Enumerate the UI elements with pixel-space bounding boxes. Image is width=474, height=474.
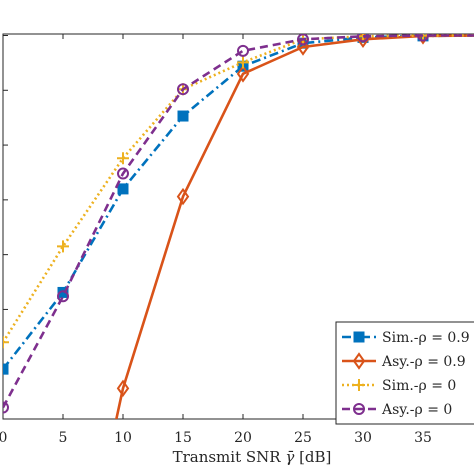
legend-label: Sim.-ρ = 0.9 bbox=[382, 330, 470, 346]
x-axis-label: Transmit SNR γ̄ [dB] bbox=[173, 448, 332, 466]
data-point-circle bbox=[417, 34, 429, 42]
data-point-plus bbox=[117, 152, 129, 165]
data-point-circle bbox=[177, 83, 189, 96]
x-axis-label-symbol: γ̄ bbox=[285, 448, 294, 466]
data-point-plus bbox=[237, 56, 249, 69]
x-tick-label: 0 bbox=[0, 430, 7, 446]
series-line bbox=[3, 34, 474, 409]
data-point-circle bbox=[353, 403, 365, 415]
data-point-plus bbox=[353, 379, 365, 391]
data-point-diamond bbox=[296, 38, 310, 56]
data-point-plus bbox=[57, 240, 69, 253]
data-point-square bbox=[117, 183, 129, 195]
data-point-circle bbox=[357, 34, 369, 43]
data-point-square bbox=[177, 110, 189, 122]
data-point-circle bbox=[297, 34, 309, 46]
x-tick-label: 20 bbox=[234, 430, 252, 446]
legend-label: Asy.-ρ = 0.9 bbox=[381, 354, 466, 370]
legend-label: Asy.-ρ = 0 bbox=[381, 402, 452, 418]
data-point-diamond bbox=[236, 65, 250, 83]
series-layer bbox=[3, 34, 474, 419]
legend: Sim.-ρ = 0.9 Asy.-ρ = 0.9 Sim.-ρ = 0 Asy.-ρ… bbox=[335, 321, 474, 425]
x-tick-label: 10 bbox=[114, 430, 132, 446]
data-point-plus bbox=[3, 336, 9, 349]
data-point-circle bbox=[3, 401, 9, 414]
data-point-circle bbox=[237, 44, 249, 57]
x-tick-label: 25 bbox=[294, 430, 312, 446]
data-point-square bbox=[353, 331, 365, 343]
data-point-diamond bbox=[416, 34, 430, 45]
data-point-diamond bbox=[352, 352, 366, 370]
data-point-square bbox=[3, 363, 9, 375]
series-3 bbox=[3, 34, 474, 414]
x-axis-label-unit: [dB] bbox=[294, 448, 331, 466]
x-axis-label-text: Transmit SNR bbox=[173, 448, 286, 466]
data-point-diamond bbox=[176, 187, 190, 206]
data-point-diamond bbox=[116, 379, 130, 398]
x-axis-ticks: 0 5 10 15 20 25 30 35 bbox=[0, 34, 432, 446]
data-point-circle bbox=[117, 167, 129, 180]
data-point-circle bbox=[57, 290, 69, 303]
x-tick-label: 5 bbox=[59, 430, 68, 446]
x-tick-label: 30 bbox=[354, 430, 372, 446]
x-tick-label: 15 bbox=[174, 430, 192, 446]
x-tick-label: 35 bbox=[414, 430, 432, 446]
legend-label: Sim.-ρ = 0 bbox=[382, 378, 456, 394]
